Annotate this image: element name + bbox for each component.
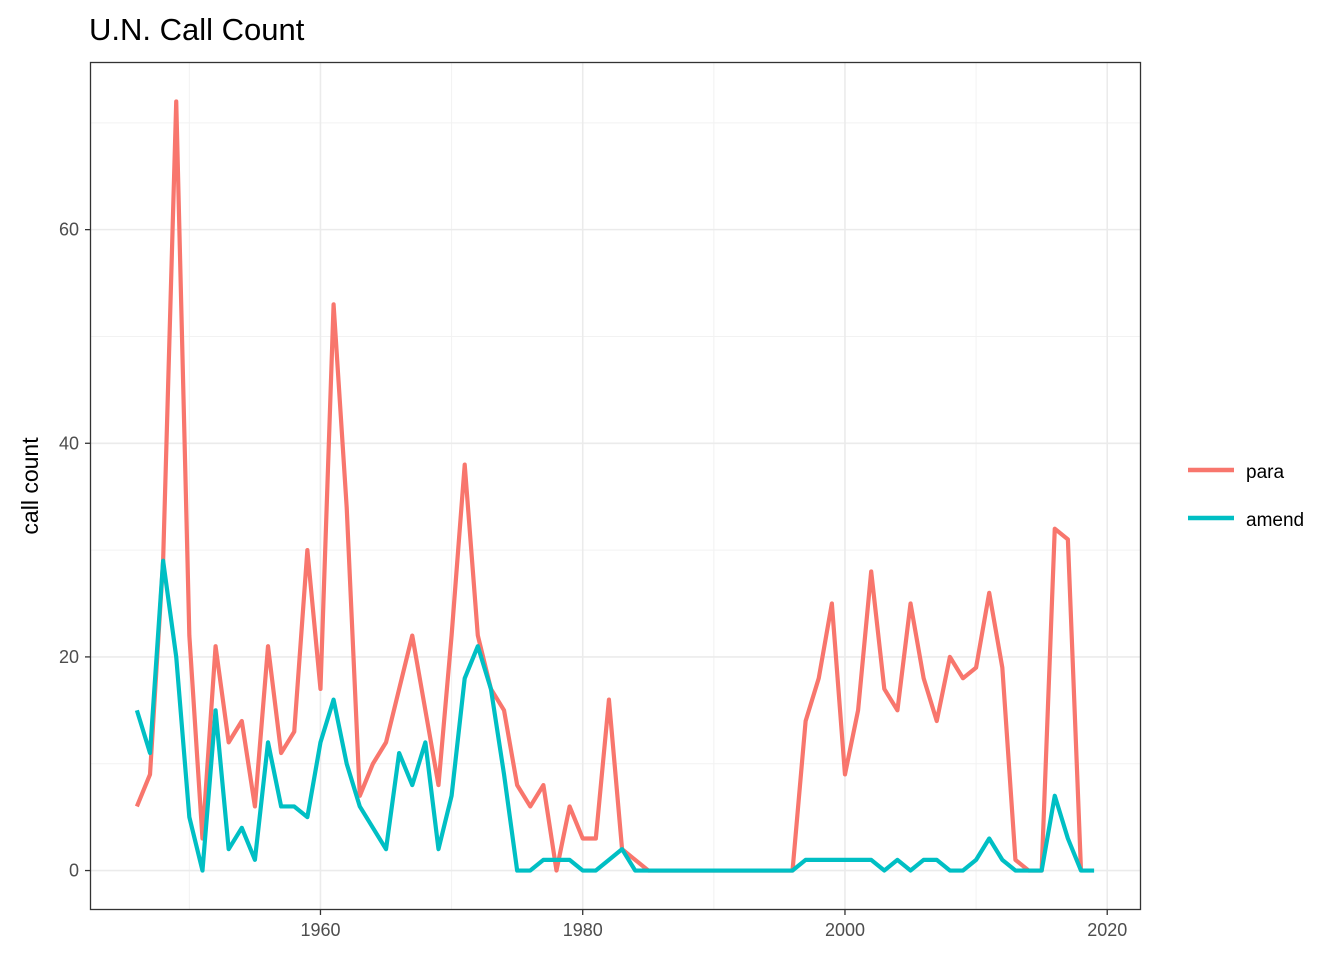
y-axis-title: call count xyxy=(17,437,43,535)
series-layer xyxy=(134,99,1095,873)
x-tick-label: 2020 xyxy=(1087,920,1127,940)
x-tick-label: 2000 xyxy=(825,920,865,940)
legend: para amend xyxy=(1188,462,1304,531)
x-tick-label: 1980 xyxy=(563,920,603,940)
y-tick-label: 0 xyxy=(69,861,79,881)
series-line-para xyxy=(134,99,1084,873)
y-axis: 0 20 40 60 xyxy=(59,220,91,881)
plot-panel-border xyxy=(89,61,1142,911)
y-tick-label: 60 xyxy=(59,220,79,240)
legend-label-amend: amend xyxy=(1246,510,1304,531)
legend-label-para: para xyxy=(1246,462,1284,483)
series-line-amend xyxy=(134,558,1095,873)
x-axis: 1960 1980 2000 2020 xyxy=(300,909,1127,940)
y-tick-label: 20 xyxy=(59,647,79,667)
y-tick-label: 40 xyxy=(59,433,79,453)
x-tick-label: 1960 xyxy=(300,920,340,940)
chart-title: U.N. Call Count xyxy=(89,12,305,47)
